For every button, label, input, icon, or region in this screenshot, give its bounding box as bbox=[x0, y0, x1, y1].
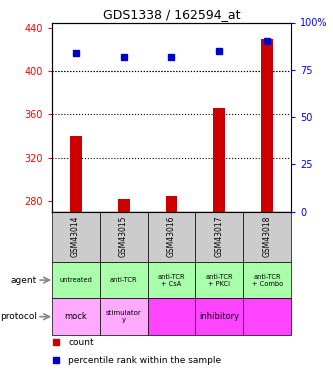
Bar bbox=[52, 262, 100, 299]
Text: untreated: untreated bbox=[59, 277, 92, 283]
Text: protocol: protocol bbox=[0, 312, 37, 321]
Text: percentile rank within the sample: percentile rank within the sample bbox=[68, 356, 221, 365]
Bar bbox=[213, 108, 225, 211]
Text: anti-TCR
+ CsA: anti-TCR + CsA bbox=[158, 274, 185, 286]
Text: GSM43015: GSM43015 bbox=[119, 216, 128, 257]
Bar bbox=[148, 211, 195, 262]
Title: GDS1338 / 162594_at: GDS1338 / 162594_at bbox=[103, 8, 240, 21]
Bar bbox=[243, 211, 291, 262]
Bar bbox=[148, 262, 195, 299]
Bar bbox=[118, 199, 130, 211]
Text: anti-TCR
+ Combo: anti-TCR + Combo bbox=[252, 274, 283, 286]
Text: stimulator
y: stimulator y bbox=[106, 310, 142, 323]
Bar bbox=[148, 298, 291, 335]
Text: GSM43014: GSM43014 bbox=[71, 216, 80, 257]
Bar bbox=[100, 298, 148, 335]
Text: agent: agent bbox=[11, 276, 37, 285]
Text: count: count bbox=[68, 338, 94, 346]
Bar bbox=[261, 39, 273, 212]
Text: GSM43018: GSM43018 bbox=[263, 216, 272, 257]
Text: GSM43016: GSM43016 bbox=[167, 216, 176, 257]
Text: mock: mock bbox=[64, 312, 87, 321]
Text: anti-TCR: anti-TCR bbox=[110, 277, 137, 283]
Bar bbox=[70, 136, 82, 212]
Text: anti-TCR
+ PKCi: anti-TCR + PKCi bbox=[206, 274, 233, 286]
Bar bbox=[100, 262, 148, 299]
Bar bbox=[52, 298, 100, 335]
Bar bbox=[195, 262, 243, 299]
Bar bbox=[195, 211, 243, 262]
Bar bbox=[100, 211, 148, 262]
Text: GSM43017: GSM43017 bbox=[215, 216, 224, 257]
Text: inhibitory: inhibitory bbox=[199, 312, 239, 321]
Bar bbox=[52, 211, 100, 262]
Bar bbox=[166, 196, 177, 211]
Bar bbox=[243, 262, 291, 299]
